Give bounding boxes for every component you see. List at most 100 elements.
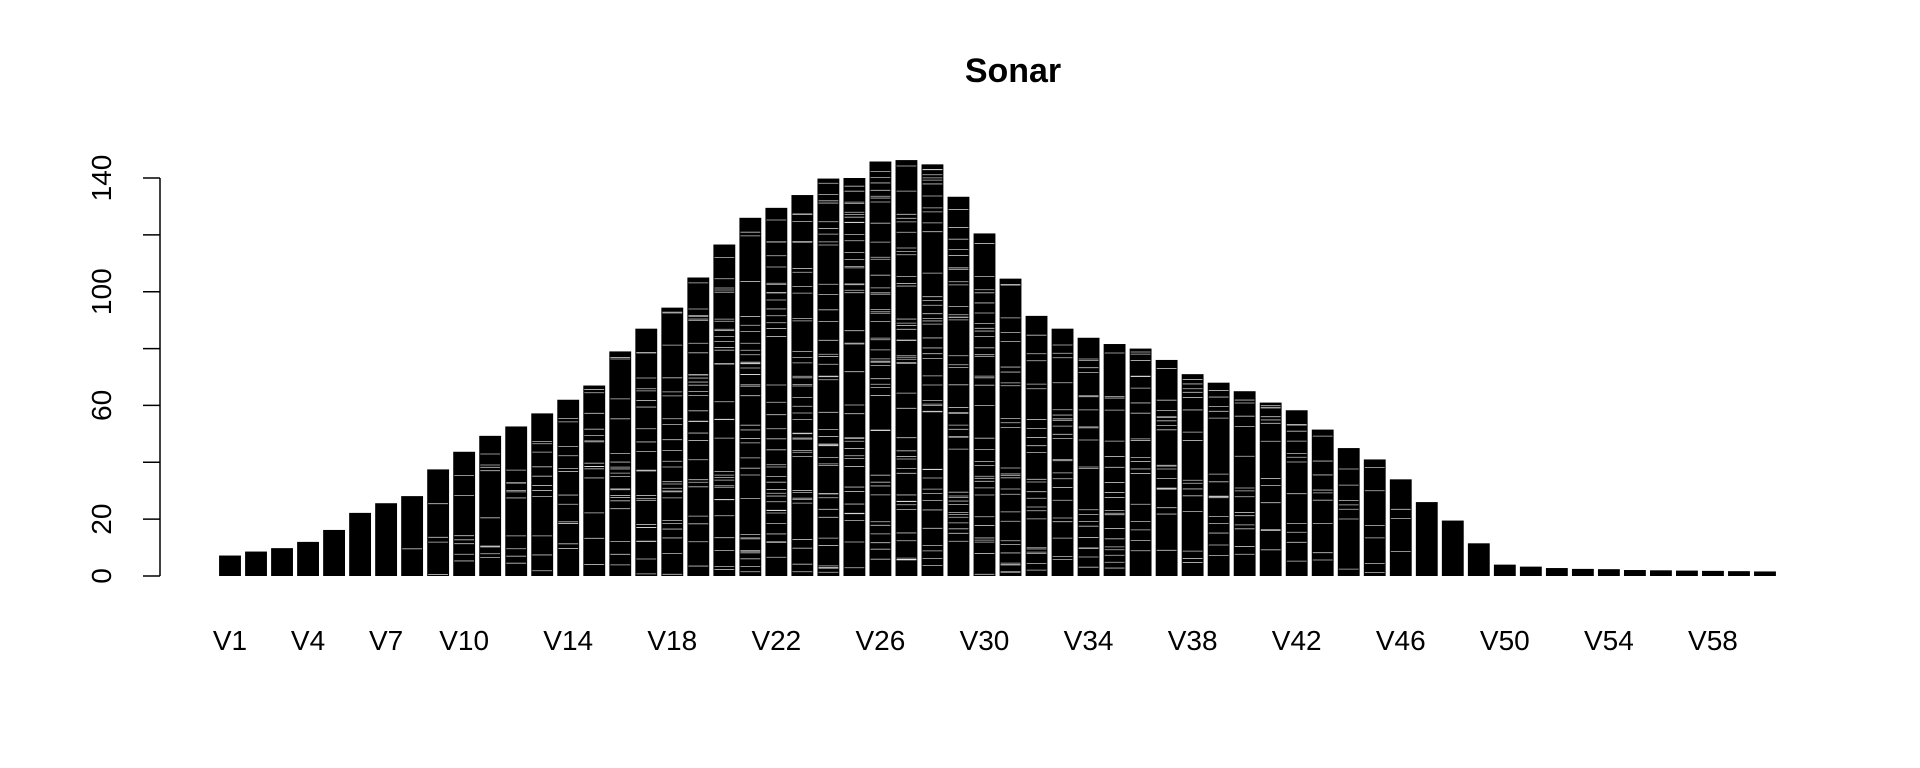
bar-V24 (817, 178, 840, 576)
chart-title: Sonar (965, 52, 1061, 90)
bar-rect (297, 541, 319, 576)
x-tick-label-V30: V30 (960, 625, 1010, 656)
bar-rect (609, 351, 632, 576)
y-tick-label-60: 60 (86, 390, 117, 421)
bar-rect (1441, 520, 1464, 576)
bar-V29 (947, 196, 970, 576)
bar-V4 (297, 541, 319, 576)
bar-V8 (401, 496, 424, 576)
y-tick-label-140: 140 (86, 155, 117, 202)
bar-V20 (713, 244, 736, 576)
x-tick-label-V22: V22 (751, 625, 801, 656)
bar-V14 (557, 399, 580, 576)
x-tick-label-V1: V1 (213, 625, 247, 656)
bar-rect (1363, 459, 1386, 576)
x-tick-label-V18: V18 (647, 625, 697, 656)
bar-rect (1597, 569, 1620, 576)
bar-V55 (1623, 570, 1646, 576)
bar-V36 (1129, 348, 1152, 576)
bar-V60 (1754, 571, 1776, 576)
bar-rect (323, 529, 346, 576)
bar-V28 (921, 164, 944, 576)
bar-rect (817, 178, 840, 576)
x-tick-label-V50: V50 (1480, 625, 1530, 656)
bar-V32 (1025, 315, 1048, 576)
bar-rect (1571, 568, 1594, 576)
bar-V6 (349, 512, 372, 576)
bar-rect (1623, 570, 1646, 576)
bar-rect (1649, 570, 1672, 576)
bar-V22 (765, 207, 788, 576)
bar-rect (1702, 570, 1724, 576)
bar-rect (1155, 359, 1178, 576)
bar-V37 (1155, 359, 1178, 576)
bar-rect (271, 548, 293, 576)
x-tick-label-V34: V34 (1064, 625, 1114, 656)
bar-V57 (1676, 570, 1698, 576)
bar-rect (843, 178, 866, 576)
bar-rect (739, 217, 762, 577)
bar-V12 (505, 426, 528, 576)
x-tick-label-V10: V10 (439, 625, 489, 656)
bar-V13 (531, 413, 554, 576)
bar-rect (1051, 328, 1074, 576)
bar-V2 (245, 551, 267, 576)
bar-V40 (1233, 391, 1256, 576)
bar-V17 (635, 328, 658, 576)
bar-V26 (869, 161, 892, 577)
bar-rect (219, 555, 241, 576)
bar-rect (1207, 382, 1230, 576)
bar-rect (791, 195, 814, 577)
bar-rect (479, 435, 502, 576)
bar-rect (895, 160, 918, 576)
bar-rect (713, 244, 736, 576)
bar-V53 (1571, 568, 1594, 576)
bar-V58 (1702, 570, 1724, 576)
bar-V21 (739, 217, 762, 577)
bar-rect (1285, 410, 1308, 576)
bar-rect (765, 207, 788, 576)
bar-V42 (1285, 410, 1308, 576)
bar-rect (1676, 570, 1698, 576)
bar-V38 (1181, 374, 1204, 576)
x-tick-label-V58: V58 (1688, 625, 1738, 656)
bar-V54 (1597, 569, 1620, 576)
bar-rect (1181, 374, 1204, 576)
bar-V18 (661, 307, 684, 576)
y-axis: 0 20 60 100 140 (86, 155, 161, 584)
bar-V27 (895, 160, 918, 576)
bar-rect (245, 551, 267, 576)
bar-rect (401, 496, 424, 576)
bar-V43 (1311, 429, 1334, 576)
x-tick-label-V42: V42 (1272, 625, 1322, 656)
bar-rect (973, 233, 996, 576)
bar-rect (635, 328, 658, 576)
x-tick-label-V7: V7 (369, 625, 403, 656)
bar-V34 (1077, 337, 1100, 576)
y-tick-label-0: 0 (86, 568, 117, 584)
bar-rect (1389, 479, 1412, 576)
bar-rect (1519, 566, 1542, 576)
y-tick-label-20: 20 (86, 504, 117, 535)
bar-rect (1493, 564, 1516, 576)
bar-rect (1467, 543, 1490, 576)
bar-rect (1728, 571, 1750, 576)
bar-V23 (791, 195, 814, 577)
bar-V25 (843, 178, 866, 576)
bar-V47 (1415, 502, 1438, 576)
bar-V1 (219, 555, 241, 576)
bar-rect (375, 503, 398, 576)
x-axis-labels: V1 V4 V7 V10 V14 V18 V22 V26 V30 V34 V38 V42 V46 V50 V… (213, 625, 1738, 656)
x-tick-label-V14: V14 (543, 625, 593, 656)
bar-rect (1415, 502, 1438, 576)
bar-V9 (427, 469, 450, 576)
bar-rect (505, 426, 528, 576)
bar-V7 (375, 503, 398, 576)
bar-rect (349, 512, 372, 576)
bar-V3 (271, 548, 293, 576)
bar-V52 (1545, 568, 1568, 576)
bar-rect (687, 277, 710, 576)
bar-V44 (1337, 448, 1360, 576)
bar-V16 (609, 351, 632, 576)
